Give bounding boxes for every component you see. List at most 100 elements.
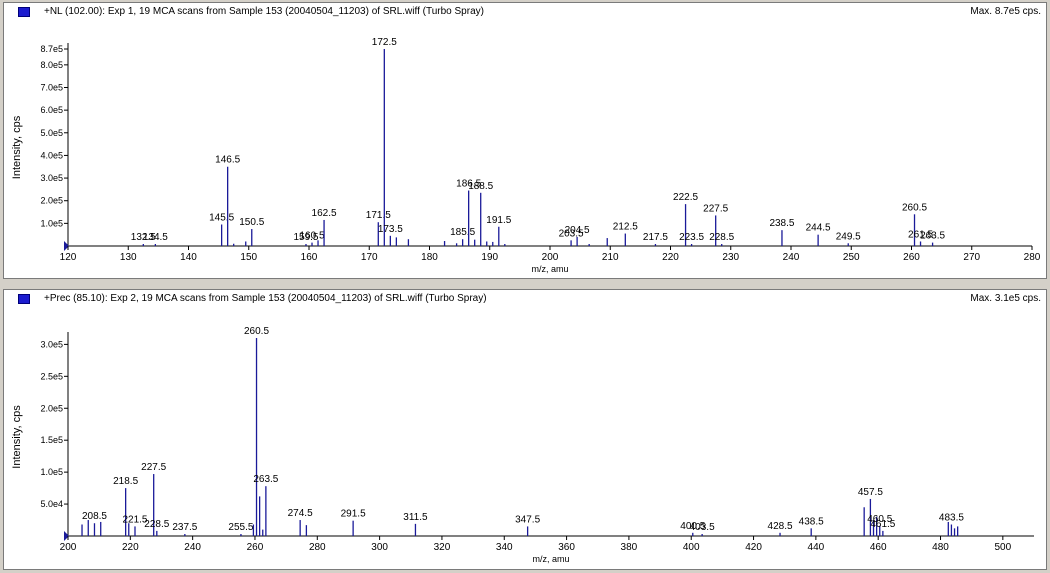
pane-splitter[interactable] xyxy=(0,280,1050,288)
y-tick-label: 1.0e5 xyxy=(40,218,63,228)
y-tick-label: 6.0e5 xyxy=(40,105,63,115)
peak-label: 191.5 xyxy=(486,215,511,226)
max-intensity-label: Max. 8.7e5 cps. xyxy=(970,6,1041,17)
y-tick-label: 8.0e5 xyxy=(40,60,63,70)
peak-label: 460.5 xyxy=(867,514,892,525)
x-tick-label: 250 xyxy=(843,252,860,263)
peak-label: 173.5 xyxy=(378,224,403,235)
peak-label: 228.5 xyxy=(144,519,169,530)
y-tick-label: 1.5e5 xyxy=(40,435,63,445)
x-tick-label: 220 xyxy=(662,252,679,263)
peak-label: 218.5 xyxy=(113,476,138,487)
y-tick-label: 3.0e5 xyxy=(40,173,63,183)
peak-label: 208.5 xyxy=(82,511,107,522)
x-tick-label: 440 xyxy=(808,542,825,553)
panel-title: +NL (102.00): Exp 1, 19 MCA scans from S… xyxy=(44,6,484,17)
x-tick-label: 160 xyxy=(301,252,318,263)
y-tick-label: 4.0e5 xyxy=(40,150,63,160)
peak-label: 263.5 xyxy=(253,474,278,485)
x-tick-label: 230 xyxy=(722,252,739,263)
x-tick-label: 320 xyxy=(434,542,451,553)
peak-label: 222.5 xyxy=(673,192,698,203)
y-tick-label: 5.0e4 xyxy=(40,499,63,509)
peak-label: 146.5 xyxy=(215,155,240,166)
panel-indicator-icon xyxy=(18,7,30,17)
peak-label: 159.5 xyxy=(293,232,318,243)
x-tick-label: 360 xyxy=(558,542,575,553)
peak-label: 403.5 xyxy=(690,522,715,533)
x-tick-label: 260 xyxy=(247,542,264,553)
peak-label: 203.5 xyxy=(559,228,584,239)
x-tick-label: 130 xyxy=(120,252,137,263)
x-tick-label: 140 xyxy=(180,252,197,263)
y-tick-label: 8.7e5 xyxy=(40,44,63,54)
peak-label: 457.5 xyxy=(858,487,883,498)
peak-label: 223.5 xyxy=(679,232,704,243)
peak-label: 171.5 xyxy=(366,210,391,221)
y-tick-label: 2.0e5 xyxy=(40,403,63,413)
x-tick-label: 120 xyxy=(60,252,77,263)
x-tick-label: 170 xyxy=(361,252,378,263)
peak-label: 291.5 xyxy=(341,509,366,520)
x-tick-label: 500 xyxy=(994,542,1011,553)
x-tick-label: 270 xyxy=(963,252,980,263)
y-axis-label: Intensity, cps xyxy=(11,405,23,469)
peak-label: 260.5 xyxy=(902,202,927,213)
axis-origin-marker xyxy=(64,241,69,251)
x-axis-label: m/z, amu xyxy=(532,554,569,564)
peak-label: 244.5 xyxy=(806,223,831,234)
peak-label: 461.5 xyxy=(870,519,895,530)
peak-label: 212.5 xyxy=(613,222,638,233)
x-tick-label: 180 xyxy=(421,252,438,263)
x-tick-label: 280 xyxy=(309,542,326,553)
peak-label: 261.5 xyxy=(908,229,933,240)
peak-label: 160.5 xyxy=(299,231,324,242)
panel-title: +Prec (85.10): Exp 2, 19 MCA scans from … xyxy=(44,293,487,304)
y-tick-label: 5.0e5 xyxy=(40,128,63,138)
peak-label: 228.5 xyxy=(709,232,734,243)
peak-label: 132.5 xyxy=(131,232,156,243)
x-tick-label: 210 xyxy=(602,252,619,263)
peak-label: 238.5 xyxy=(769,218,794,229)
x-tick-label: 280 xyxy=(1024,252,1041,263)
spectrum-panel-1[interactable]: +NL (102.00): Exp 1, 19 MCA scans from S… xyxy=(3,2,1047,279)
x-tick-label: 300 xyxy=(371,542,388,553)
x-tick-label: 460 xyxy=(870,542,887,553)
max-intensity-label: Max. 3.1e5 cps. xyxy=(970,293,1041,304)
peak-label: 204.5 xyxy=(565,225,590,236)
x-tick-label: 380 xyxy=(621,542,638,553)
y-axis-label: Intensity, cps xyxy=(11,115,23,179)
y-tick-label: 7.0e5 xyxy=(40,82,63,92)
x-tick-label: 190 xyxy=(481,252,498,263)
peak-label: 227.5 xyxy=(141,462,166,473)
peak-label: 145.5 xyxy=(209,212,234,223)
peak-label: 150.5 xyxy=(239,217,264,228)
x-tick-label: 260 xyxy=(903,252,920,263)
peak-label: 311.5 xyxy=(403,512,428,523)
y-tick-label: 3.0e5 xyxy=(40,339,63,349)
x-tick-label: 200 xyxy=(60,542,77,553)
x-tick-label: 220 xyxy=(122,542,139,553)
spectrum-chart-2[interactable]: 200 220 240 260 280 300 320 340 360 380 400 420 440 4… xyxy=(4,290,1046,569)
peak-label: 260.5 xyxy=(244,326,269,337)
peak-label: 162.5 xyxy=(312,208,337,219)
x-tick-label: 400 xyxy=(683,542,700,553)
x-tick-label: 240 xyxy=(783,252,800,263)
peak-label: 172.5 xyxy=(372,37,397,48)
x-tick-label: 200 xyxy=(542,252,559,263)
x-tick-label: 480 xyxy=(932,542,949,553)
axis-origin-marker xyxy=(64,531,69,541)
peak-label: 185.5 xyxy=(450,227,475,238)
y-tick-label: 2.0e5 xyxy=(40,196,63,206)
peak-label: 249.5 xyxy=(836,231,861,242)
x-axis-label: m/z, amu xyxy=(531,264,568,274)
x-tick-label: 150 xyxy=(240,252,257,263)
spectrum-chart-1[interactable]: 120 130 140 150 160 170 180 190 200 210 220 230 240 2… xyxy=(4,3,1046,278)
peak-label: 188.5 xyxy=(468,181,493,192)
x-tick-label: 420 xyxy=(745,542,762,553)
peak-label: 428.5 xyxy=(768,521,793,532)
x-tick-label: 240 xyxy=(184,542,201,553)
spectrum-panel-2[interactable]: +Prec (85.10): Exp 2, 19 MCA scans from … xyxy=(3,289,1047,570)
peak-label: 483.5 xyxy=(939,513,964,524)
peak-label: 227.5 xyxy=(703,203,728,214)
